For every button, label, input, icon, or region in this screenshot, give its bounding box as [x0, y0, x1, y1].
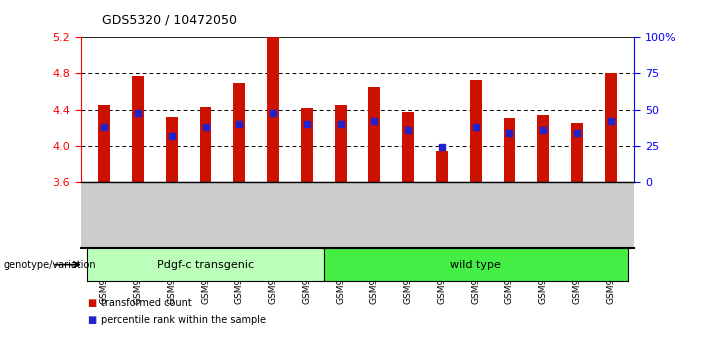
- Bar: [538, 115, 549, 182]
- Point: [436, 145, 447, 150]
- Bar: [200, 107, 212, 182]
- Bar: [402, 112, 414, 182]
- Point: [605, 119, 616, 124]
- Bar: [470, 80, 482, 182]
- Bar: [166, 117, 177, 182]
- Point: [166, 133, 177, 139]
- Point: [200, 124, 211, 130]
- Text: transformed count: transformed count: [102, 298, 192, 308]
- Point: [369, 119, 380, 124]
- Bar: [301, 108, 313, 182]
- Bar: [267, 37, 279, 182]
- Text: Pdgf-c transgenic: Pdgf-c transgenic: [157, 259, 254, 270]
- Point: [233, 121, 245, 127]
- Text: wild type: wild type: [450, 259, 501, 270]
- Bar: [334, 105, 346, 182]
- Bar: [369, 87, 381, 182]
- Bar: [605, 73, 617, 182]
- Text: genotype/variation: genotype/variation: [4, 259, 96, 270]
- Point: [268, 110, 279, 115]
- Bar: [503, 118, 515, 182]
- Bar: [436, 152, 448, 182]
- Point: [538, 127, 549, 133]
- Point: [571, 130, 583, 136]
- Point: [504, 130, 515, 136]
- Bar: [98, 105, 110, 182]
- Text: ■: ■: [88, 315, 97, 325]
- Point: [132, 110, 144, 115]
- Bar: [132, 76, 144, 182]
- Point: [335, 121, 346, 127]
- Text: GDS5320 / 10472050: GDS5320 / 10472050: [102, 13, 237, 27]
- Point: [470, 124, 482, 130]
- Point: [99, 124, 110, 130]
- Bar: [571, 123, 583, 182]
- Text: percentile rank within the sample: percentile rank within the sample: [102, 315, 266, 325]
- Point: [402, 127, 414, 133]
- Point: [301, 121, 313, 127]
- Text: ■: ■: [88, 298, 97, 308]
- Bar: [233, 82, 245, 182]
